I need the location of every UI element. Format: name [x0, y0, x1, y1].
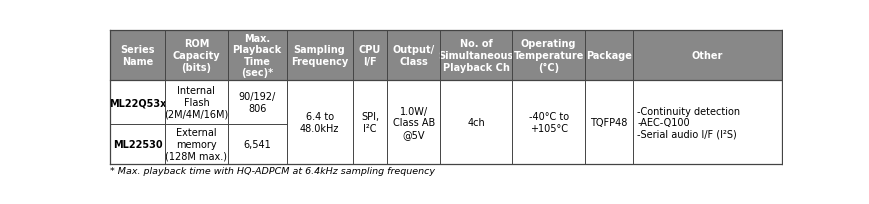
Text: CPU
I/F: CPU I/F: [358, 45, 381, 67]
Text: External
memory
(128M max.): External memory (128M max.): [165, 128, 227, 161]
Bar: [165, 81, 228, 124]
Text: ML22530: ML22530: [113, 139, 163, 149]
Bar: [512, 81, 584, 164]
Bar: [352, 31, 387, 81]
Bar: [512, 31, 584, 81]
Text: * Max. playback time with HQ-ADPCM at 6.4kHz sampling frequency: * Max. playback time with HQ-ADPCM at 6.…: [110, 167, 434, 176]
Bar: [287, 31, 352, 81]
Bar: [584, 31, 633, 81]
Text: ROM
Capacity
(bits): ROM Capacity (bits): [172, 39, 220, 72]
Bar: [228, 81, 287, 124]
Bar: [584, 81, 633, 164]
Bar: [440, 81, 512, 164]
Text: SPI,
I²C: SPI, I²C: [361, 112, 379, 133]
Bar: [228, 31, 287, 81]
Bar: [440, 31, 512, 81]
Bar: [352, 81, 387, 164]
Text: 6,541: 6,541: [243, 139, 271, 149]
Text: -Continuity detection
-AEC-Q100
-Serial audio I/F (I²S): -Continuity detection -AEC-Q100 -Serial …: [637, 106, 740, 139]
Text: Series
Name: Series Name: [120, 45, 155, 67]
Text: Internal
Flash
(2M/4M/16M): Internal Flash (2M/4M/16M): [164, 86, 229, 119]
Text: Sampling
Frequency: Sampling Frequency: [290, 45, 348, 67]
Bar: [165, 31, 228, 81]
Text: 4ch: 4ch: [467, 118, 484, 128]
Bar: [633, 31, 780, 81]
Text: Output/
Class: Output/ Class: [392, 45, 434, 67]
Text: 6.4 to
48.0kHz: 6.4 to 48.0kHz: [300, 112, 339, 133]
Bar: [387, 31, 440, 81]
Text: 90/192/
806: 90/192/ 806: [238, 92, 275, 113]
Bar: [110, 81, 165, 124]
Bar: [228, 124, 287, 164]
Text: No. of
Simultaneous
Playback Ch: No. of Simultaneous Playback Ch: [438, 39, 513, 72]
Text: Operating
Temperature
(°C): Operating Temperature (°C): [513, 39, 583, 72]
Text: ML22Q53x: ML22Q53x: [109, 98, 166, 108]
Bar: [165, 124, 228, 164]
Bar: [387, 81, 440, 164]
Text: Package: Package: [586, 51, 631, 61]
Text: -40°C to
+105°C: -40°C to +105°C: [528, 112, 568, 133]
Text: 1.0W/
Class AB
@5V: 1.0W/ Class AB @5V: [392, 106, 434, 139]
Bar: [633, 81, 780, 164]
Text: Other: Other: [691, 51, 722, 61]
Bar: [110, 124, 165, 164]
Text: Max.
Playback
Time
(sec)*: Max. Playback Time (sec)*: [232, 33, 282, 78]
Bar: [110, 31, 165, 81]
Text: TQFP48: TQFP48: [590, 118, 627, 128]
Bar: [287, 81, 352, 164]
